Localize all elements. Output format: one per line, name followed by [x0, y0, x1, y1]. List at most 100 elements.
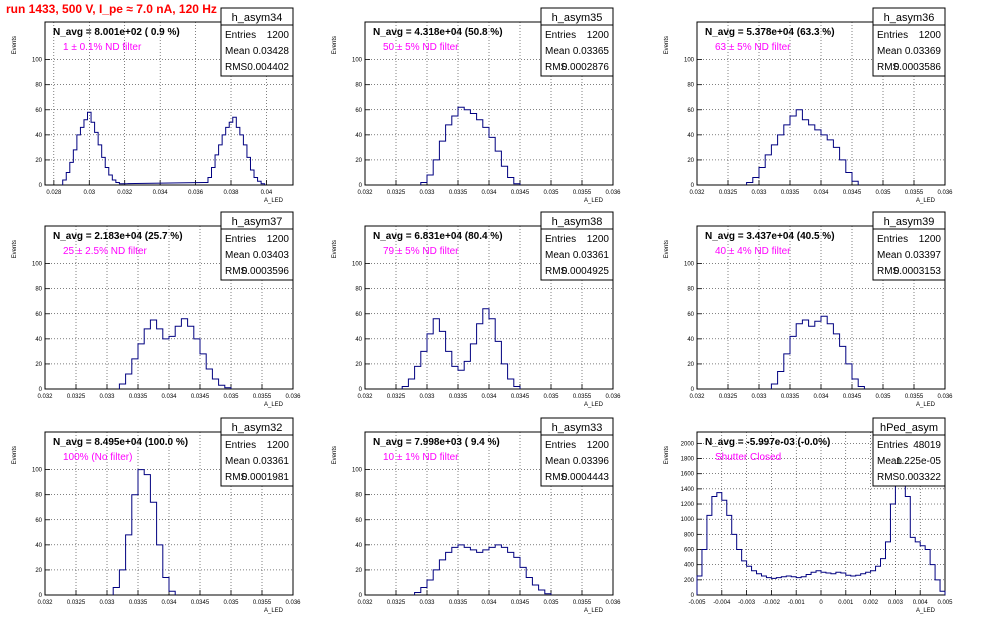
- y-tick-label: 1600: [681, 472, 695, 478]
- x-tick-label: 0.0345: [511, 190, 530, 196]
- histogram-bin: [427, 334, 433, 389]
- histogram-bin: [846, 364, 852, 389]
- histogram-bin: [233, 117, 237, 185]
- stats-label: RMS: [545, 266, 568, 277]
- histogram-bin: [940, 591, 945, 595]
- y-tick-label: 100: [352, 58, 363, 64]
- x-tick-label: 0.04: [261, 190, 273, 196]
- y-tick-label: 1800: [681, 457, 695, 463]
- histogram-bin: [846, 172, 852, 185]
- stats-box: [872, 228, 946, 281]
- stats-label: Entries: [877, 30, 908, 41]
- x-axis-title: A_LED: [916, 402, 936, 408]
- histogram-bin: [150, 320, 156, 389]
- histogram-bin: [212, 379, 218, 389]
- y-tick-label: 100: [32, 468, 43, 474]
- plot-frame: [44, 21, 294, 186]
- histogram-bin: [727, 515, 732, 595]
- histogram-bin: [861, 574, 866, 595]
- x-tick-label: 0.033: [419, 190, 435, 196]
- y-axis-title: Events: [12, 36, 18, 54]
- y-tick-label: 100: [684, 262, 695, 268]
- histogram-bin: [208, 177, 212, 185]
- histogram-bin: [821, 316, 827, 389]
- histogram-bin: [458, 107, 464, 185]
- stats-value: 1200: [919, 234, 942, 245]
- y-tick-label: 0: [359, 183, 363, 189]
- stats-value: 0.0001981: [242, 472, 290, 483]
- y-tick-label: 40: [35, 133, 42, 139]
- histogram-bin: [464, 361, 470, 389]
- y-tick-label: 20: [355, 362, 362, 368]
- y-tick-label: 0: [691, 183, 695, 189]
- histogram-bin: [194, 339, 200, 389]
- stats-label: Entries: [545, 234, 576, 245]
- histogram-bin: [905, 496, 910, 595]
- x-tick-label: 0.034: [153, 190, 169, 196]
- stats-value: 0.03397: [905, 250, 942, 261]
- x-tick-label: 0.0345: [843, 394, 862, 400]
- histogram-bin: [910, 537, 915, 595]
- stats-label: Entries: [877, 234, 908, 245]
- histogram-bin: [811, 572, 816, 595]
- y-tick-label: 80: [35, 493, 42, 499]
- stats-title: h_asym33: [552, 422, 603, 434]
- x-tick-label: 0.0335: [781, 394, 800, 400]
- y-tick-label: 20: [35, 568, 42, 574]
- x-tick-label: 0.036: [285, 600, 301, 606]
- y-tick-label: 60: [35, 518, 42, 524]
- stats-value: 0.03365: [573, 46, 610, 57]
- y-tick-label: 40: [35, 337, 42, 343]
- x-tick-label: 0.036: [937, 394, 953, 400]
- histogram-bin: [439, 141, 445, 185]
- histogram-bin: [801, 577, 806, 595]
- stats-label: Mean: [545, 46, 570, 57]
- stats-value: 1200: [587, 440, 610, 451]
- histogram-bin: [175, 326, 181, 389]
- y-tick-label: 1400: [681, 487, 695, 493]
- histogram-bin: [802, 320, 808, 389]
- y-axis-title: Events: [664, 446, 670, 464]
- stats-value: 0.0003153: [894, 266, 942, 277]
- histogram-bin: [827, 140, 833, 185]
- x-tick-label: 0.035: [875, 190, 891, 196]
- histogram-panel-h_asym33: 0.032 0.0325 0.033 0.0335 0.034 0.0345 0.035 0.…: [332, 417, 621, 614]
- y-tick-label: 20: [355, 568, 362, 574]
- histogram-bin: [508, 177, 514, 185]
- y-axis-title: Events: [12, 446, 18, 464]
- histogram-bin: [765, 155, 771, 185]
- x-axis-title: A_LED: [264, 402, 284, 408]
- histogram-bin: [827, 324, 833, 389]
- y-tick-label: 100: [684, 58, 695, 64]
- histogram-bin: [483, 127, 489, 185]
- histogram-bin: [790, 116, 796, 185]
- histogram-bin: [421, 587, 427, 595]
- histogram-bin: [477, 552, 483, 595]
- stats-box: [540, 24, 614, 77]
- stats-title: h_asym37: [232, 216, 283, 228]
- histogram-bin: [752, 571, 757, 595]
- histogram-bin: [84, 120, 88, 185]
- x-tick-label: 0.034: [481, 190, 497, 196]
- histogram-bin: [98, 145, 102, 185]
- histogram-bin: [841, 573, 846, 595]
- x-tick-label: 0.032: [689, 394, 705, 400]
- histogram-bin: [446, 351, 452, 389]
- histogram-bin: [63, 180, 67, 185]
- stats-label: Entries: [545, 440, 576, 451]
- histogram-bin: [806, 575, 811, 595]
- y-tick-label: 0: [359, 387, 363, 393]
- histogram-bin: [742, 561, 747, 595]
- histogram-bin: [885, 542, 890, 595]
- histogram-bin: [477, 324, 483, 389]
- histogram-panel-h_asym36: 0.032 0.0325 0.033 0.0335 0.034 0.0345 0.035 0.…: [664, 7, 953, 204]
- stats-label: Mean: [225, 250, 250, 261]
- histogram-bin: [109, 175, 113, 185]
- histogram-bin: [119, 570, 125, 595]
- stats-value: 0.0004925: [562, 266, 610, 277]
- histogram-bin: [439, 560, 445, 595]
- x-axis-title: A_LED: [584, 608, 604, 614]
- x-tick-label: 0.036: [605, 600, 621, 606]
- y-tick-label: 80: [35, 83, 42, 89]
- x-tick-label: 0.0335: [129, 600, 148, 606]
